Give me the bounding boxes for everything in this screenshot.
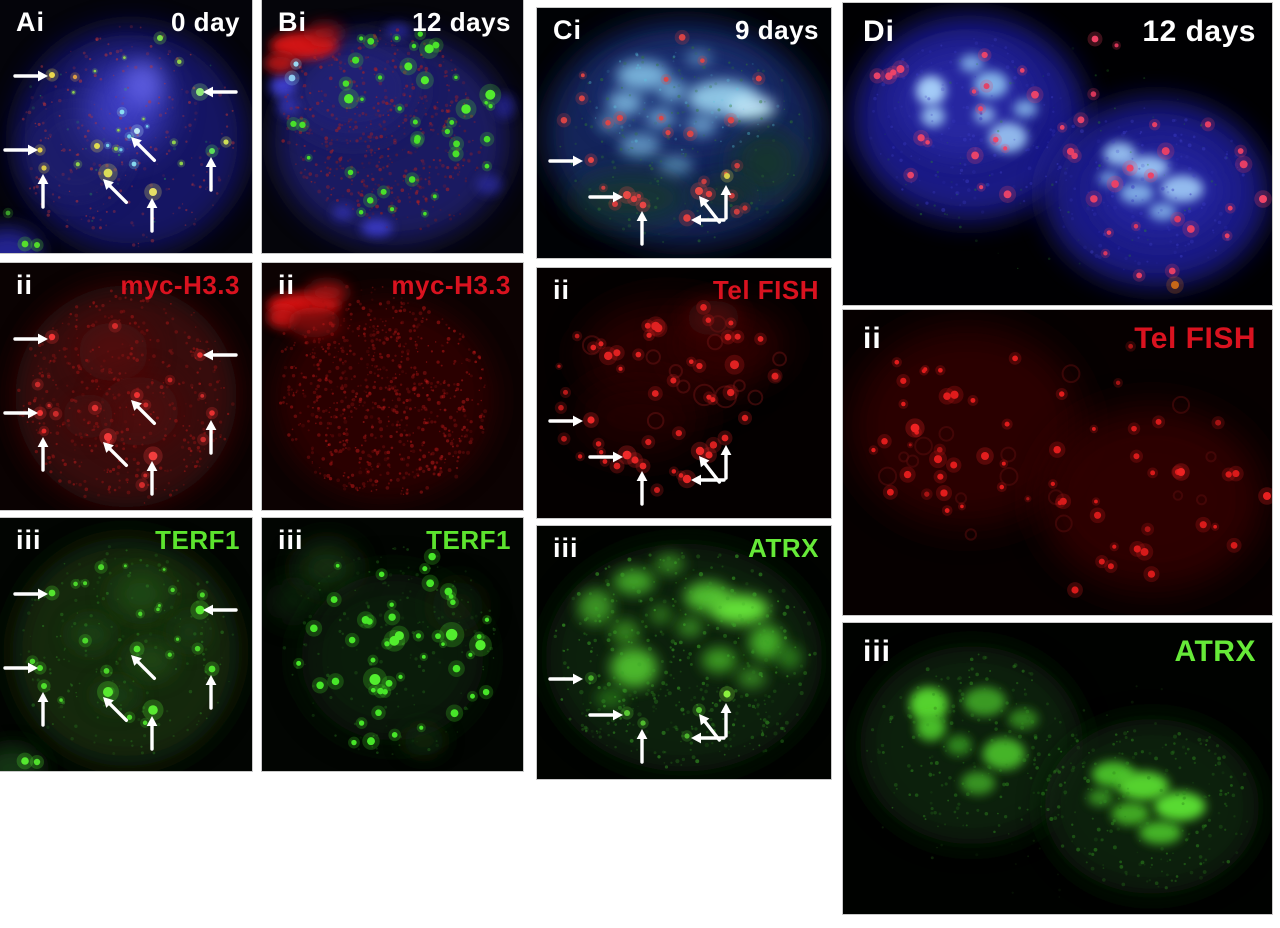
micrograph-biii (262, 518, 523, 771)
panel-aii: ii myc-H3.3 (0, 263, 252, 510)
panel-aii-channel-label: myc-H3.3 (120, 270, 240, 300)
panel-ci-corner-label: Ci (553, 15, 582, 45)
panel-cii: ii Tel FISH (537, 268, 831, 518)
panel-ci-time-label: 9 days (735, 15, 819, 45)
panel-bii-channel-label: myc-H3.3 (391, 270, 511, 300)
panel-dii-channel-label: Tel FISH (1134, 322, 1256, 355)
micrograph-bii (262, 263, 523, 510)
panel-bi: Bi 12 days (262, 0, 523, 253)
panel-aii-corner-label: ii (16, 270, 34, 300)
micrograph-ciii (537, 526, 831, 779)
micrograph-aii (0, 263, 252, 510)
panel-dii: ii Tel FISH (843, 310, 1272, 615)
panel-bi-time-label: 12 days (412, 7, 511, 37)
panel-ai-corner-label: Ai (16, 7, 45, 37)
panel-ai-time-label: 0 day (171, 7, 240, 37)
panel-di-time-label: 12 days (1142, 15, 1256, 48)
panel-di-corner-label: Di (863, 15, 895, 48)
panel-bii: ii myc-H3.3 (262, 263, 523, 510)
micrograph-dii (843, 310, 1272, 615)
micrograph-ci (537, 8, 831, 258)
panel-cii-corner-label: ii (553, 275, 571, 305)
panel-ci: Ci 9 days (537, 8, 831, 258)
micrograph-aiii (0, 518, 252, 771)
panel-diii-channel-label: ATRX (1174, 635, 1256, 668)
micrograph-ai (0, 0, 252, 253)
panel-diii: iii ATRX (843, 623, 1272, 914)
panel-ciii: iii ATRX (537, 526, 831, 779)
panel-aiii-channel-label: TERF1 (155, 525, 240, 555)
micrograph-diii (843, 623, 1272, 914)
panel-ciii-corner-label: iii (553, 533, 579, 563)
micrograph-di (843, 3, 1272, 305)
panel-bii-corner-label: ii (278, 270, 296, 300)
micrograph-bi (262, 0, 523, 253)
panel-ciii-channel-label: ATRX (748, 533, 819, 563)
panel-biii-channel-label: TERF1 (426, 525, 511, 555)
panel-aiii: iii TERF1 (0, 518, 252, 771)
panel-diii-corner-label: iii (863, 635, 892, 668)
panel-ai: Ai 0 day (0, 0, 252, 253)
micrograph-cii (537, 268, 831, 518)
panel-biii: iii TERF1 (262, 518, 523, 771)
panel-di: Di 12 days (843, 3, 1272, 305)
panel-dii-corner-label: ii (863, 322, 882, 355)
panel-bi-corner-label: Bi (278, 7, 307, 37)
panel-aiii-corner-label: iii (16, 525, 42, 555)
panel-cii-channel-label: Tel FISH (712, 275, 819, 305)
panel-biii-corner-label: iii (278, 525, 304, 555)
